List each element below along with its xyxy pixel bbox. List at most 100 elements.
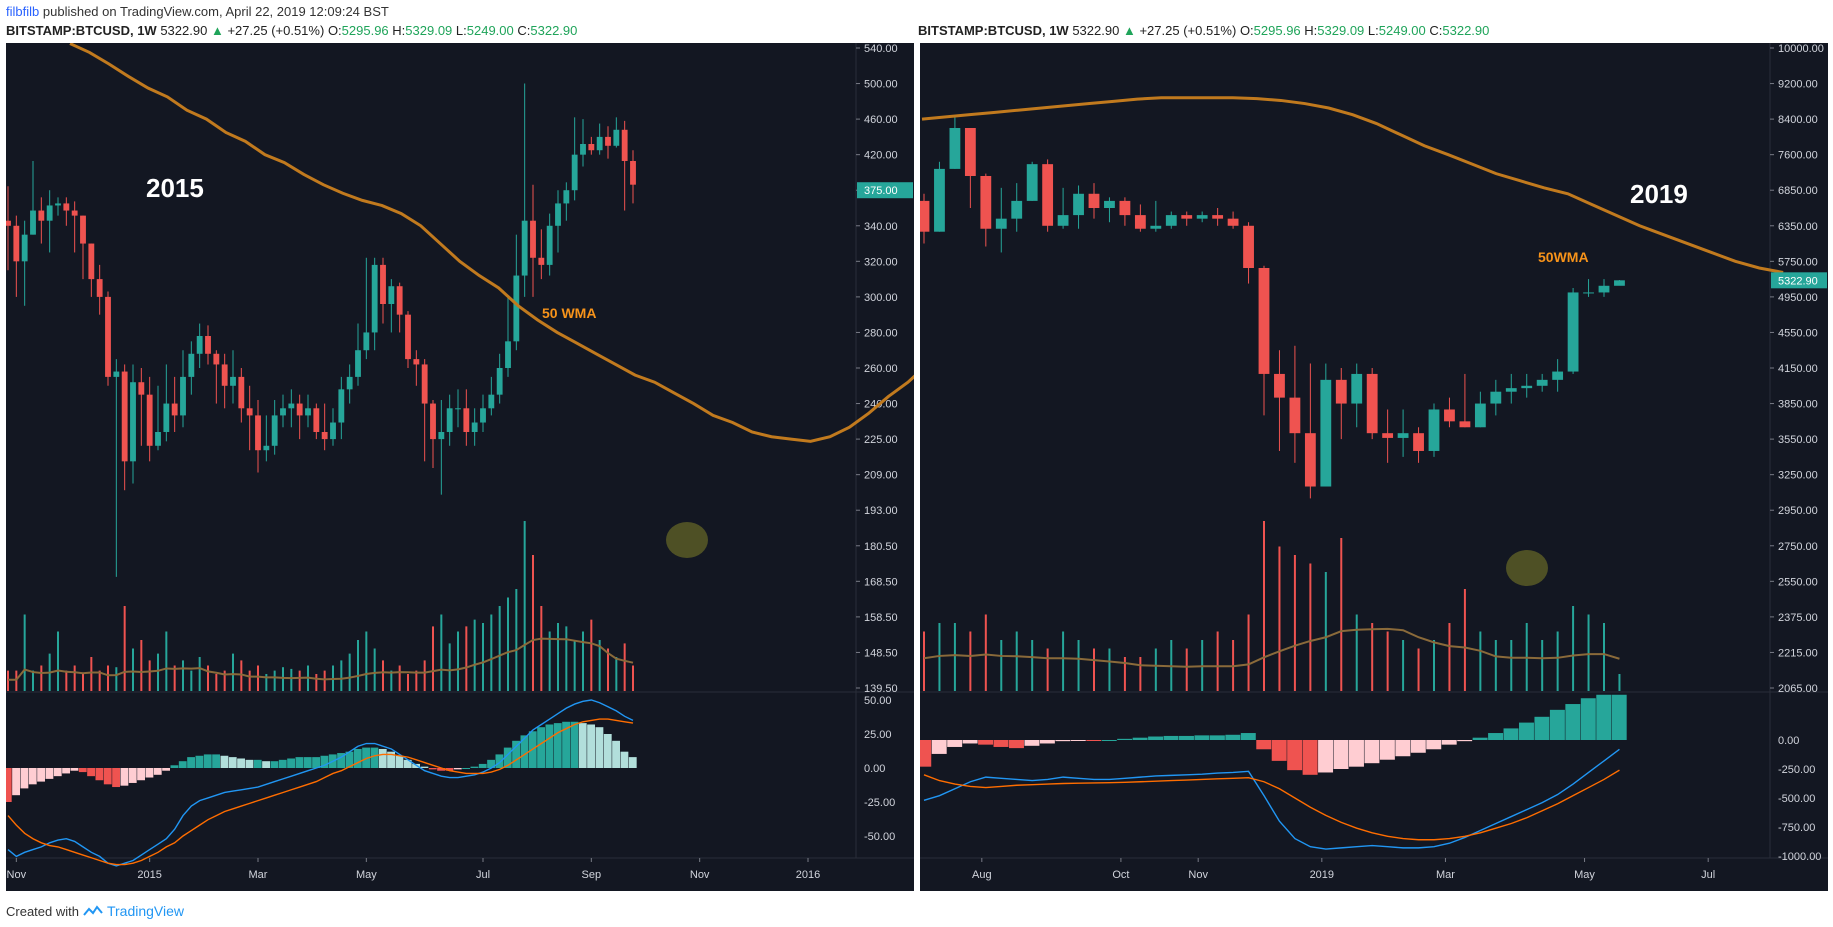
candle-body bbox=[313, 408, 320, 432]
macd-histogram-bar bbox=[587, 724, 595, 768]
candle-body bbox=[630, 160, 636, 185]
price-tick-label: 139.50 bbox=[864, 683, 898, 695]
candle-body bbox=[88, 243, 95, 280]
macd-histogram-bar bbox=[1179, 735, 1194, 740]
price-tick-label: 209.00 bbox=[864, 470, 898, 482]
macd-histogram-bar bbox=[412, 763, 420, 768]
candle-body bbox=[213, 353, 220, 365]
macd-histogram-bar bbox=[1349, 740, 1364, 767]
price-tick-label: 9200.00 bbox=[1778, 79, 1818, 91]
candle-body bbox=[80, 215, 86, 244]
price-tick-label: 540.00 bbox=[864, 43, 898, 55]
chart-2019[interactable]: 10000.00 9200.00 8400.00 7600.00 6850.00 6350… bbox=[920, 43, 1828, 891]
macd-histogram-bar bbox=[1024, 740, 1040, 746]
candle-body bbox=[571, 154, 578, 191]
candle-body bbox=[505, 341, 511, 368]
price-tick-label: 420.00 bbox=[864, 150, 898, 162]
candle-body bbox=[1366, 373, 1378, 434]
chart-panel-2015[interactable]: 540.00 500.00 460.00 420.00 375.00 340.00 320.… bbox=[6, 43, 914, 891]
macd-histogram-bar bbox=[1209, 735, 1225, 740]
price-tick-label: 193.00 bbox=[864, 505, 898, 517]
macd-histogram-bar bbox=[403, 759, 412, 768]
chart-panel-2019[interactable]: 10000.00 9200.00 8400.00 7600.00 6850.00 6350… bbox=[920, 43, 1828, 891]
macd-histogram-bar bbox=[362, 747, 370, 768]
candle-body bbox=[96, 279, 103, 297]
candle-body bbox=[1304, 433, 1316, 487]
candle-body bbox=[1212, 215, 1224, 219]
macd-tick-label: -250.00 bbox=[1778, 764, 1815, 776]
candle-body bbox=[621, 129, 628, 161]
macd-histogram-bar bbox=[537, 727, 545, 768]
close-value: 5322.90 bbox=[530, 23, 578, 38]
candle-body bbox=[296, 403, 303, 416]
macd-histogram-bar bbox=[428, 768, 437, 770]
macd-histogram-bar bbox=[120, 768, 129, 786]
price-tick-label: 148.50 bbox=[864, 647, 898, 659]
price-tick-label: 8400.00 bbox=[1778, 114, 1818, 126]
time-tick-label: 2019 bbox=[1310, 869, 1334, 881]
macd-tick-label: -1000.00 bbox=[1778, 851, 1821, 863]
author-link[interactable]: filbfilb bbox=[6, 4, 40, 19]
macd-histogram-bar bbox=[1055, 740, 1071, 742]
candle-body bbox=[1274, 373, 1285, 398]
candle-body bbox=[934, 168, 945, 232]
price-tick-label: 2375.00 bbox=[1778, 612, 1818, 624]
candle-body bbox=[1181, 215, 1193, 219]
candle-body bbox=[1320, 379, 1332, 487]
macd-histogram-bar bbox=[103, 768, 112, 785]
volume-ma-line bbox=[8, 637, 634, 681]
signal-line bbox=[7, 718, 634, 866]
macd-histogram-bar bbox=[162, 768, 170, 771]
candle-body bbox=[438, 432, 445, 440]
candle-body bbox=[6, 220, 11, 226]
macd-histogram-bar bbox=[1132, 737, 1148, 740]
candle-body bbox=[205, 336, 211, 354]
macd-histogram-bar bbox=[1070, 740, 1086, 741]
candle-body bbox=[38, 210, 45, 221]
chart-2015[interactable]: 540.00 500.00 460.00 420.00 375.00 340.00 320.… bbox=[6, 43, 914, 891]
candle-body bbox=[455, 408, 461, 410]
candle-body bbox=[1335, 379, 1347, 404]
macd-tick-label: 0.00 bbox=[1778, 735, 1799, 747]
candle-body bbox=[563, 190, 570, 204]
macd-histogram-bar bbox=[1379, 740, 1395, 760]
candle-body bbox=[321, 432, 328, 440]
macd-histogram-bar bbox=[78, 768, 87, 773]
macd-histogram-bar bbox=[378, 748, 387, 768]
macd-histogram-bar bbox=[220, 755, 229, 768]
candle-body bbox=[980, 176, 992, 229]
time-tick-label: 2015 bbox=[137, 869, 161, 881]
publish-text: published on TradingView.com, April 22, … bbox=[42, 4, 389, 19]
candle-body bbox=[355, 350, 361, 377]
candle-body bbox=[421, 364, 428, 404]
candle-body bbox=[105, 296, 111, 377]
candle-body bbox=[1351, 373, 1363, 404]
macd-histogram-bar bbox=[603, 734, 612, 768]
open-label: O: bbox=[1239, 23, 1254, 38]
macd-histogram-bar bbox=[1086, 740, 1102, 741]
price-tick-label: 2950.00 bbox=[1778, 505, 1818, 517]
open-value: 5295.96 bbox=[1253, 23, 1301, 38]
price-tick-label: 7600.00 bbox=[1778, 150, 1818, 162]
candle-body bbox=[113, 371, 120, 377]
candle-body bbox=[380, 264, 386, 304]
time-tick-label: Nov bbox=[7, 869, 27, 881]
macd-histogram-bar bbox=[470, 766, 479, 768]
macd-histogram-bar bbox=[295, 757, 304, 768]
candle-body bbox=[71, 210, 78, 216]
macd-histogram-bar bbox=[1009, 740, 1024, 749]
macd-histogram-bar bbox=[1549, 709, 1565, 740]
candle-body bbox=[146, 394, 153, 446]
macd-histogram-bar bbox=[1534, 716, 1550, 740]
macd-histogram-bar bbox=[1117, 738, 1133, 740]
macd-histogram-bar bbox=[947, 740, 963, 747]
macd-tick-label: 25.00 bbox=[864, 729, 892, 741]
price-tick-label: 4950.00 bbox=[1778, 292, 1818, 304]
candle-body bbox=[246, 408, 253, 416]
price-tick-label: 300.00 bbox=[864, 292, 898, 304]
tradingview-brand-link[interactable]: TradingView bbox=[106, 903, 185, 919]
low-label: L: bbox=[1367, 23, 1379, 38]
macd-histogram-bar bbox=[445, 768, 454, 771]
candle-body bbox=[288, 403, 295, 409]
macd-histogram-bar bbox=[520, 735, 529, 768]
